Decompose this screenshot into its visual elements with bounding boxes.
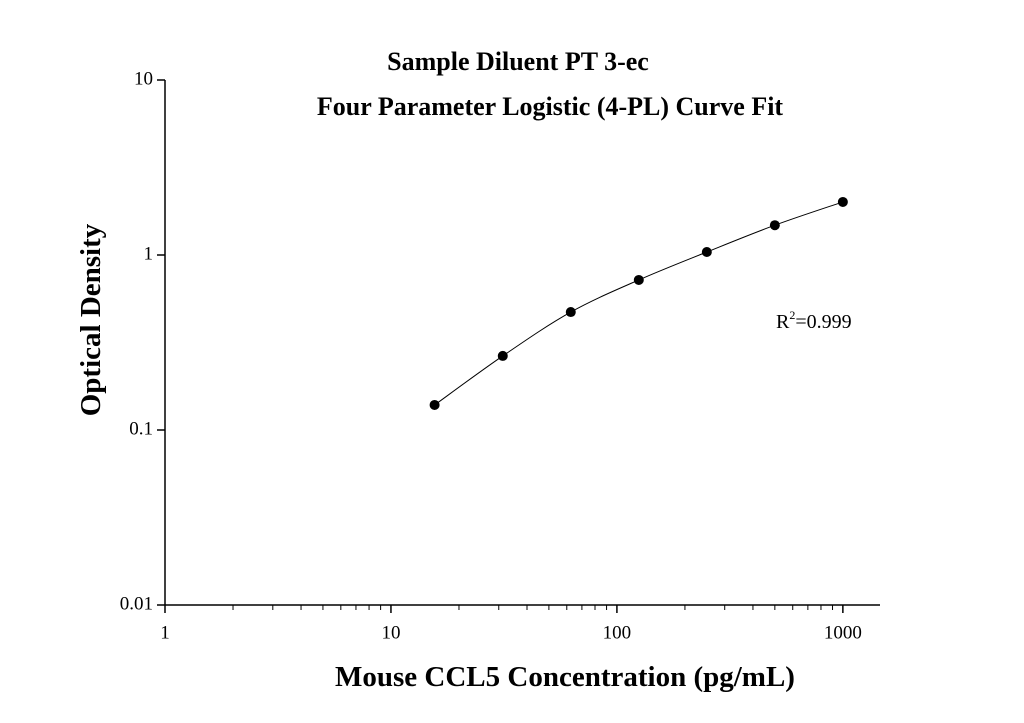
y-tick-label: 0.01 xyxy=(120,593,153,614)
data-point xyxy=(497,350,508,361)
data-point xyxy=(769,220,780,231)
annotation-sup: 2 xyxy=(789,308,795,322)
chart-subtitle: Four Parameter Logistic (4-PL) Curve Fit xyxy=(317,92,784,121)
data-point xyxy=(633,274,644,285)
y-tick-label: 10 xyxy=(134,68,153,89)
annotation: R2=0.999 xyxy=(776,308,852,333)
chart-title: Sample Diluent PT 3-ec xyxy=(387,47,649,76)
x-tick-label: 1000 xyxy=(824,622,862,643)
data-point xyxy=(701,247,712,258)
y-tick-label: 0.1 xyxy=(129,418,153,439)
data-point xyxy=(565,307,576,318)
x-axis-title: Mouse CCL5 Concentration (pg/mL) xyxy=(335,661,795,693)
annotation-base: R xyxy=(776,311,790,333)
x-tick-label: 100 xyxy=(603,622,632,643)
fit-curve xyxy=(434,201,844,406)
annotation-rest: =0.999 xyxy=(795,311,851,333)
data-point xyxy=(429,399,440,410)
data-point xyxy=(837,196,848,207)
x-tick-label: 10 xyxy=(381,622,400,643)
y-axis-title: Optical Density xyxy=(75,223,107,416)
y-tick-label: 1 xyxy=(144,243,154,264)
x-tick-label: 1 xyxy=(160,622,170,643)
